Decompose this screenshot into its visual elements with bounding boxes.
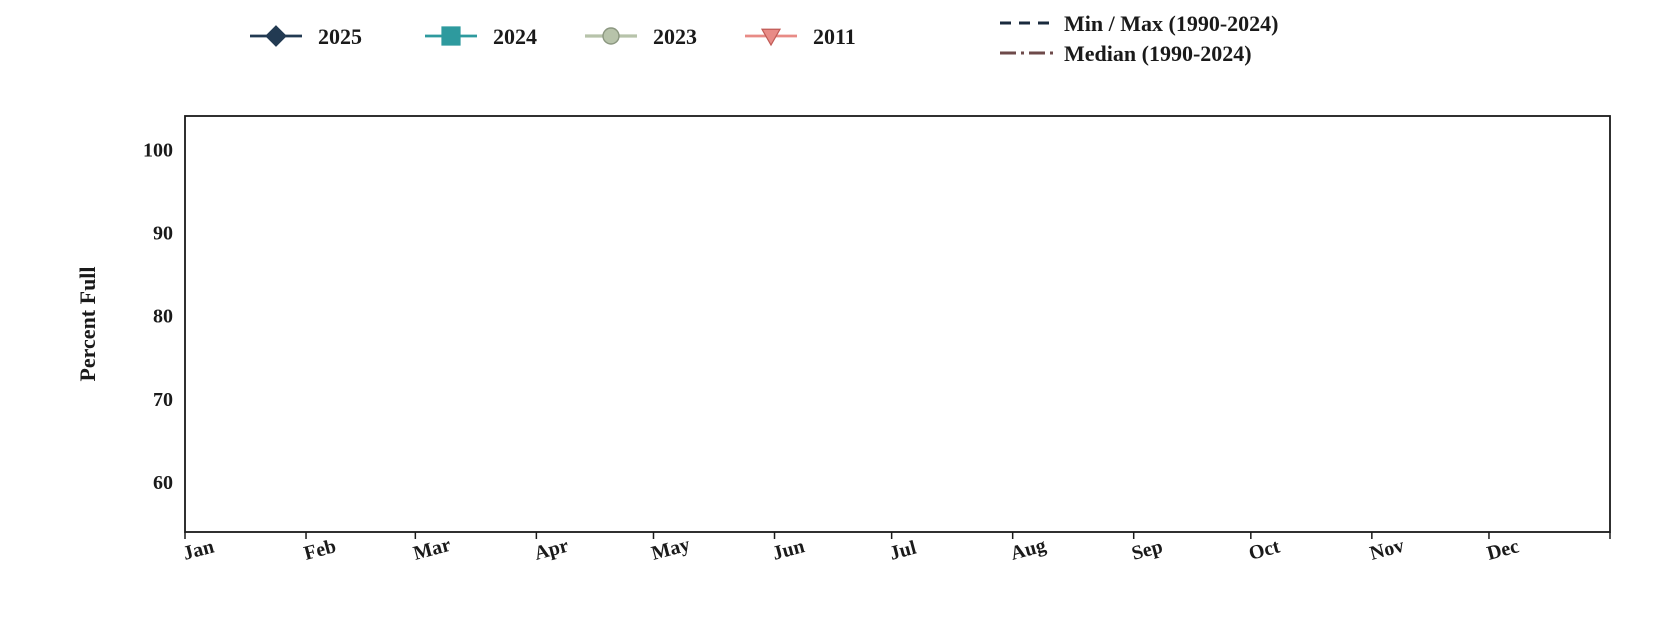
x-tick-label: Jul <box>887 537 919 565</box>
legend-marker-y2025 <box>266 26 286 46</box>
legend-label-y2024: 2024 <box>493 24 537 49</box>
y-tick-label: 80 <box>153 306 173 328</box>
percent-full-chart: 60 70 80 90 100 Jan Feb Mar Apr May Jun Jul Aug Sep Oc… <box>0 0 1680 630</box>
x-tick-label: Nov <box>1367 535 1406 565</box>
legend-label-y2011: 2011 <box>813 24 856 49</box>
x-tick-label: Aug <box>1008 534 1048 564</box>
x-tick-label: Sep <box>1129 536 1165 565</box>
x-tick-label: Apr <box>532 535 571 565</box>
x-tick-label: May <box>649 534 692 565</box>
x-tick-label: Dec <box>1485 535 1522 565</box>
x-tick-label: Jun <box>770 535 807 565</box>
x-tick-label: Feb <box>302 535 339 565</box>
y-tick-label: 100 <box>143 139 173 161</box>
legend-marker-y2023 <box>603 28 619 44</box>
legend-label-y2023: 2023 <box>653 24 697 49</box>
legend-marker-y2024 <box>442 27 460 45</box>
x-tick-label: Mar <box>411 534 453 565</box>
y-tick-label: 60 <box>153 472 173 494</box>
x-tick-label: Jan <box>181 536 217 565</box>
plot-bg <box>185 116 1610 532</box>
y-tick-label: 90 <box>153 222 173 244</box>
y-tick-label: 70 <box>153 389 173 411</box>
legend-label-ref-1: Median (1990-2024) <box>1064 41 1252 66</box>
y-axis-label: Percent Full <box>75 266 100 381</box>
x-tick-label: Oct <box>1246 535 1282 564</box>
legend-label-y2025: 2025 <box>318 24 362 49</box>
legend-label-ref-0: Min / Max (1990-2024) <box>1064 11 1278 36</box>
